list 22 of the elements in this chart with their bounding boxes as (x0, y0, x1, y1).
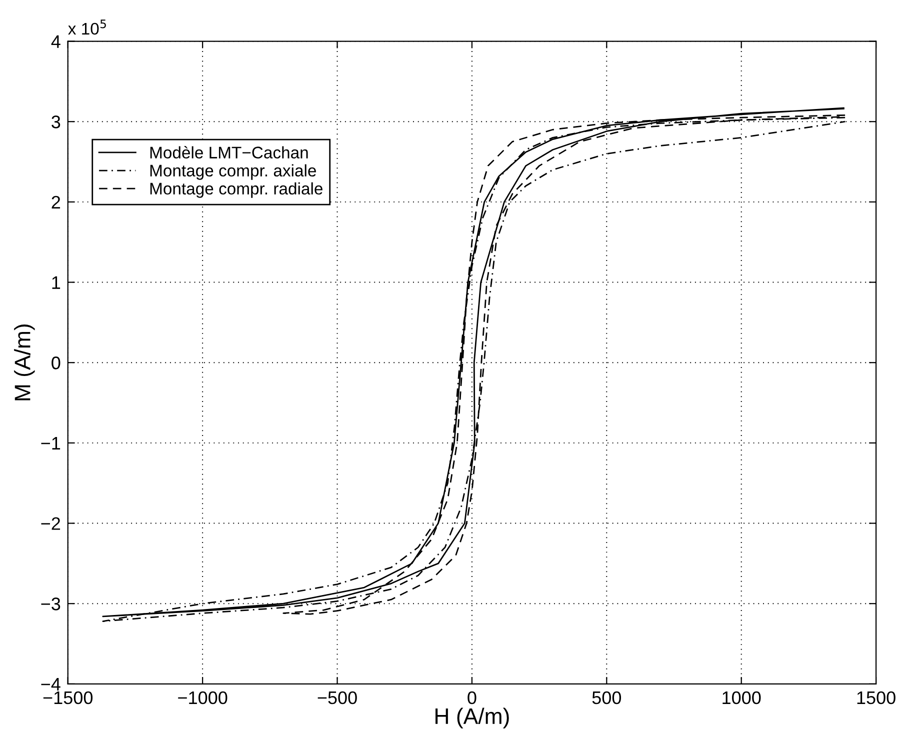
y-tick-label: 2 (52, 196, 60, 208)
x-tick-label: 500 (592, 691, 622, 704)
legend-label: Montage compr. axiale (150, 164, 316, 180)
x-tick-label: −1500 (43, 691, 93, 704)
y-tick-label: 1 (52, 276, 60, 289)
x-axis-title: H (A/m) (436, 708, 509, 728)
x-tick-label: −500 (318, 691, 357, 704)
x-tick-label: 0 (468, 691, 476, 704)
legend-label: Montage compr. radiale (150, 182, 322, 198)
y-tick-label: −3 (41, 598, 60, 610)
x-tick-label: 1000 (722, 691, 761, 704)
y-tick-label: −2 (41, 517, 60, 530)
y-tick-label: −1 (41, 437, 60, 450)
y-tick-label: 3 (52, 116, 60, 128)
x-tick-label: 1500 (857, 691, 896, 704)
text: x 10$^{5}$ (68, 20, 106, 35)
y-tick-label: 0 (52, 356, 60, 370)
x-tick-label: −1000 (178, 691, 228, 704)
legend-label: Modèle LMT−Cachan (150, 146, 308, 158)
y-axis-title: M (A/m) (14, 324, 35, 400)
y-tick-label: 4 (51, 35, 60, 48)
y-tick-label: −4 (41, 678, 60, 690)
